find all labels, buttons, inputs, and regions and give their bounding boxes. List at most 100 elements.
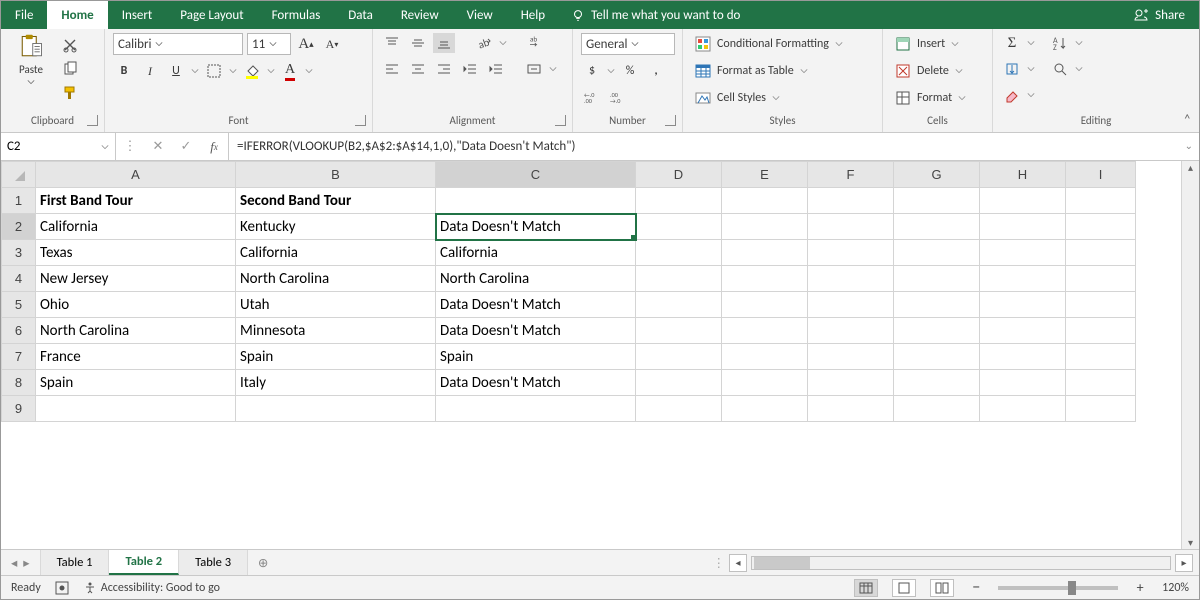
cell-C1[interactable] [436, 188, 636, 214]
cell-I1[interactable] [1066, 188, 1136, 214]
column-header-A[interactable]: A [36, 162, 236, 188]
row-header-8[interactable]: 8 [2, 370, 36, 396]
column-header-H[interactable]: H [980, 162, 1066, 188]
clear-button[interactable] [1001, 85, 1023, 105]
name-box[interactable]: C2 [1, 133, 116, 160]
cell-C8[interactable]: Data Doesn't Match [436, 370, 636, 396]
fill-button[interactable] [1001, 59, 1023, 79]
cell-G6[interactable] [894, 318, 980, 344]
column-header-F[interactable]: F [808, 162, 894, 188]
cell-F9[interactable] [808, 396, 894, 422]
column-header-E[interactable]: E [722, 162, 808, 188]
scroll-right-button[interactable]: ▸ [1175, 554, 1193, 572]
new-sheet-button[interactable]: ⊕ [248, 550, 278, 575]
cell-G1[interactable] [894, 188, 980, 214]
cell-G4[interactable] [894, 266, 980, 292]
macro-record-icon[interactable] [55, 581, 69, 595]
cell-C9[interactable] [436, 396, 636, 422]
tab-file[interactable]: File [1, 1, 47, 29]
align-bottom-button[interactable] [433, 33, 455, 53]
column-header-G[interactable]: G [894, 162, 980, 188]
cell-A5[interactable]: Ohio [36, 292, 236, 318]
tab-home[interactable]: Home [47, 1, 107, 29]
column-header-B[interactable]: B [236, 162, 436, 188]
cut-button[interactable] [59, 35, 81, 55]
cell-G2[interactable] [894, 214, 980, 240]
align-middle-button[interactable] [407, 33, 429, 53]
cell-E7[interactable] [722, 344, 808, 370]
cell-H9[interactable] [980, 396, 1066, 422]
cell-D4[interactable] [636, 266, 722, 292]
cell-C4[interactable]: North Carolina [436, 266, 636, 292]
tab-insert[interactable]: Insert [108, 1, 167, 29]
conditional-formatting-button[interactable]: Conditional Formatting [691, 33, 847, 55]
format-cells-button[interactable]: Format [891, 87, 970, 109]
cell-I4[interactable] [1066, 266, 1136, 292]
format-painter-button[interactable] [59, 83, 81, 103]
tab-formulas[interactable]: Formulas [258, 1, 335, 29]
column-header-D[interactable]: D [636, 162, 722, 188]
cell-B5[interactable]: Utah [236, 292, 436, 318]
cell-H4[interactable] [980, 266, 1066, 292]
formula-input[interactable]: =IFERROR(VLOOKUP(B2,$A$2:$A$14,1,0),"Dat… [229, 133, 1199, 160]
number-format-combo[interactable]: General [581, 33, 675, 55]
cell-H2[interactable] [980, 214, 1066, 240]
cell-H7[interactable] [980, 344, 1066, 370]
cell-styles-button[interactable]: Cell Styles [691, 87, 847, 109]
align-left-button[interactable] [381, 59, 403, 79]
cell-I5[interactable] [1066, 292, 1136, 318]
cell-E1[interactable] [722, 188, 808, 214]
cell-B8[interactable]: Italy [236, 370, 436, 396]
row-header-9[interactable]: 9 [2, 396, 36, 422]
select-all-corner[interactable] [2, 162, 36, 188]
borders-button[interactable] [203, 61, 225, 81]
cell-B7[interactable]: Spain [236, 344, 436, 370]
expand-formula-bar-button[interactable]: ⌄ [1185, 139, 1193, 152]
scroll-up-button[interactable]: ▴ [1188, 161, 1193, 174]
cell-C3[interactable]: California [436, 240, 636, 266]
cell-F3[interactable] [808, 240, 894, 266]
align-top-button[interactable] [381, 33, 403, 53]
cell-F6[interactable] [808, 318, 894, 344]
wrap-text-button[interactable]: ab [523, 33, 545, 53]
cell-H1[interactable] [980, 188, 1066, 214]
orientation-button[interactable]: ab [473, 33, 495, 53]
sheet-nav[interactable]: ◂▸ [1, 550, 41, 575]
row-header-6[interactable]: 6 [2, 318, 36, 344]
sort-filter-button[interactable]: AZ [1049, 33, 1071, 53]
cell-H8[interactable] [980, 370, 1066, 396]
cell-F7[interactable] [808, 344, 894, 370]
paste-button[interactable]: Paste [9, 33, 53, 86]
bold-button[interactable]: B [113, 61, 135, 81]
cell-G7[interactable] [894, 344, 980, 370]
tab-help[interactable]: Help [507, 1, 559, 29]
cell-C6[interactable]: Data Doesn't Match [436, 318, 636, 344]
cell-G3[interactable] [894, 240, 980, 266]
row-header-5[interactable]: 5 [2, 292, 36, 318]
cell-B2[interactable]: Kentucky [236, 214, 436, 240]
cell-C2[interactable]: Data Doesn't Match [436, 214, 636, 240]
column-header-I[interactable]: I [1066, 162, 1136, 188]
cell-I2[interactable] [1066, 214, 1136, 240]
tab-data[interactable]: Data [334, 1, 387, 29]
align-center-button[interactable] [407, 59, 429, 79]
decrease-font-button[interactable]: A▾ [321, 34, 343, 54]
cell-E9[interactable] [722, 396, 808, 422]
row-header-2[interactable]: 2 [2, 214, 36, 240]
accessibility-status[interactable]: Accessibility: Good to go [83, 581, 220, 595]
cell-E5[interactable] [722, 292, 808, 318]
font-color-button[interactable]: A [279, 61, 301, 81]
enter-formula-button[interactable]: ✓ [172, 133, 200, 161]
align-right-button[interactable] [433, 59, 455, 79]
cell-D3[interactable] [636, 240, 722, 266]
cell-E6[interactable] [722, 318, 808, 344]
scroll-left-button[interactable]: ◂ [729, 554, 747, 572]
cell-G8[interactable] [894, 370, 980, 396]
page-layout-view-button[interactable] [892, 579, 916, 597]
sheet-tab-table-1[interactable]: Table 1 [41, 550, 110, 575]
cell-A2[interactable]: California [36, 214, 236, 240]
cell-G9[interactable] [894, 396, 980, 422]
cell-F5[interactable] [808, 292, 894, 318]
cell-B1[interactable]: Second Band Tour [236, 188, 436, 214]
page-break-view-button[interactable] [930, 579, 954, 597]
